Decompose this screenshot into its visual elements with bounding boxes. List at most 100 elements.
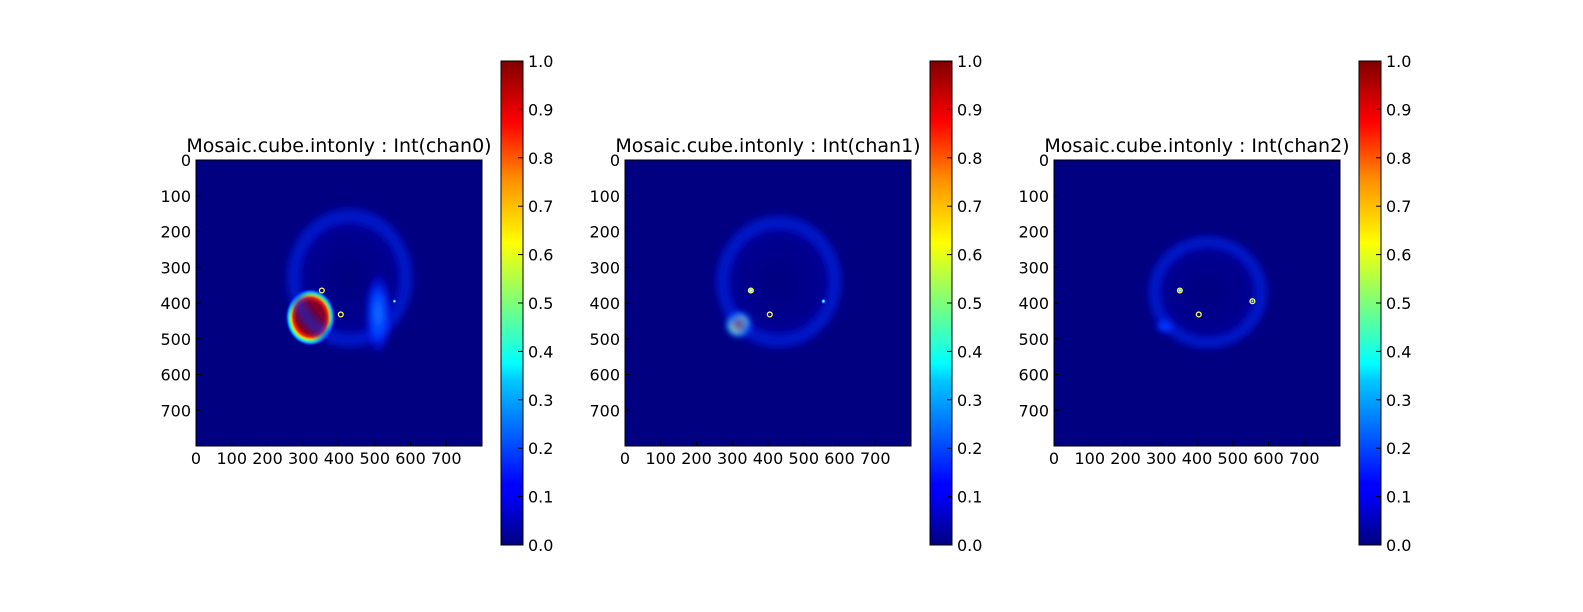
colorbar-tick-label: 0.3: [1386, 391, 1411, 410]
y-tick-label: 300: [160, 258, 191, 277]
colorbar: 0.0 0.1 0.2 0.3 0.4 0.5 0.6 0.7 0.8 0.9 1.0: [929, 52, 982, 555]
y-tick-label: 0: [181, 151, 191, 170]
heatmap-feature: [281, 202, 418, 354]
colorbar-tick-label: 0.0: [957, 536, 982, 555]
x-tick-label: 600: [395, 449, 426, 468]
colorbar-tick-label: 0.0: [1386, 536, 1411, 555]
colorbar-tick-label: 0.5: [1386, 294, 1411, 313]
x-tick-label: 0: [620, 449, 630, 468]
colorbar-tick-label: 0.8: [957, 149, 982, 168]
plot-area: 0 100 200 300 400 500 600 700010020030040050060…: [589, 151, 912, 468]
y-tick-label: 600: [160, 366, 191, 385]
colorbar-tick-label: 0.5: [957, 294, 982, 313]
y-tick-label: 200: [160, 223, 191, 242]
x-tick-label: 400: [324, 449, 355, 468]
colorbar-tick-label: 0.6: [528, 246, 553, 265]
heatmap-feature: [1143, 231, 1273, 354]
y-tick-label: 600: [1018, 366, 1049, 385]
x-tick-label: 100: [1074, 449, 1105, 468]
y-tick-label: 100: [1018, 187, 1049, 206]
x-tick-label: 500: [788, 449, 819, 468]
colorbar-tick-label: 0.7: [528, 197, 553, 216]
colorbar-tick-label: 0.7: [1386, 197, 1411, 216]
x-tick-label: 200: [1110, 449, 1141, 468]
heatmap-feature: [820, 298, 826, 304]
source-marker: [318, 287, 325, 294]
y-tick-label: 700: [589, 401, 620, 420]
y-tick-label: 500: [589, 330, 620, 349]
panel-chan1: Mosaic.cube.intonly : Int(chan1) 0 100 200…: [589, 52, 982, 555]
y-tick-label: 200: [589, 223, 620, 242]
colorbar-tick-label: 1.0: [1386, 52, 1411, 71]
x-tick-label: 300: [1146, 449, 1177, 468]
source-marker: [1249, 298, 1256, 305]
y-tick-label: 600: [589, 366, 620, 385]
colorbar-tick-label: 0.9: [957, 100, 982, 119]
colorbar-tick-label: 0.6: [957, 246, 982, 265]
panel-title: Mosaic.cube.intonly : Int(chan2): [1044, 135, 1349, 157]
x-tick-label: 400: [1182, 449, 1213, 468]
x-tick-label: 700: [431, 449, 462, 468]
colorbar-tick-label: 0.4: [957, 342, 982, 361]
y-tick-label: 700: [1018, 401, 1049, 420]
y-tick-label: 0: [1039, 151, 1049, 170]
colorbar-tick-label: 0.8: [1386, 149, 1411, 168]
colorbar-tick-label: 0.5: [528, 294, 553, 313]
x-tick-label: 600: [824, 449, 855, 468]
y-tick-label: 500: [1018, 330, 1049, 349]
y-tick-label: 0: [610, 151, 620, 170]
colorbar-tick-label: 0.2: [957, 439, 982, 458]
y-tick-label: 400: [589, 294, 620, 313]
x-tick-label: 100: [645, 449, 676, 468]
heatmap-feature: [364, 270, 393, 357]
colorbar-tick-label: 0.2: [528, 439, 553, 458]
x-tick-label: 300: [288, 449, 319, 468]
colorbar-tick-label: 0.6: [1386, 246, 1411, 265]
y-tick-label: 700: [160, 401, 191, 420]
x-tick-label: 200: [252, 449, 283, 468]
panel-chan2: Mosaic.cube.intonly : Int(chan2) 0 100 200…: [1018, 52, 1411, 555]
colorbar-tick-label: 0.0: [528, 536, 553, 555]
x-tick-label: 700: [860, 449, 891, 468]
colorbar-tick-label: 0.2: [1386, 439, 1411, 458]
x-tick-label: 0: [1049, 449, 1059, 468]
colorbar-tick-label: 1.0: [957, 52, 982, 71]
plot-area: 0 100 200 300 400 500 600 700010020030040050060…: [1018, 151, 1341, 468]
panel-title: Mosaic.cube.intonly : Int(chan1): [615, 135, 920, 157]
colorbar-tick-label: 0.4: [528, 342, 553, 361]
x-tick-label: 600: [1253, 449, 1284, 468]
x-tick-label: 300: [717, 449, 748, 468]
colorbar-tick-label: 0.4: [1386, 342, 1411, 361]
source-marker: [1195, 311, 1202, 318]
x-tick-label: 400: [753, 449, 784, 468]
y-tick-label: 100: [589, 187, 620, 206]
x-tick-label: 500: [1217, 449, 1248, 468]
source-marker: [747, 287, 754, 294]
y-tick-label: 400: [160, 294, 191, 313]
colorbar-tick-label: 0.9: [1386, 100, 1411, 119]
source-marker: [1176, 287, 1183, 294]
colorbar-tick-label: 1.0: [528, 52, 553, 71]
x-tick-label: 500: [359, 449, 390, 468]
y-tick-label: 300: [1018, 258, 1049, 277]
panel-title: Mosaic.cube.intonly : Int(chan0): [186, 135, 491, 157]
x-tick-label: 100: [216, 449, 247, 468]
panel-chan0: Mosaic.cube.intonly : Int(chan0) 0 100 200…: [160, 52, 553, 555]
colorbar-tick-label: 0.1: [1386, 488, 1411, 507]
heatmap-feature: [1250, 299, 1255, 303]
x-tick-label: 700: [1289, 449, 1320, 468]
y-tick-label: 200: [1018, 223, 1049, 242]
colorbar-tick-label: 0.7: [957, 197, 982, 216]
y-tick-label: 100: [160, 187, 191, 206]
x-tick-label: 200: [681, 449, 712, 468]
source-marker: [337, 311, 344, 318]
x-tick-label: 0: [191, 449, 201, 468]
colorbar: 0.0 0.1 0.2 0.3 0.4 0.5 0.6 0.7 0.8 0.9 1.0: [500, 52, 553, 555]
colorbar-tick-label: 0.9: [528, 100, 553, 119]
plot-area: 0 100 200 300 400 500 600 700010020030040050060…: [160, 151, 483, 468]
colorbar-tick-label: 0.1: [528, 488, 553, 507]
colorbar: 0.0 0.1 0.2 0.3 0.4 0.5 0.6 0.7 0.8 0.9 1.0: [1358, 52, 1411, 555]
heatmap-feature: [710, 210, 847, 354]
colorbar-tick-label: 0.3: [957, 391, 982, 410]
